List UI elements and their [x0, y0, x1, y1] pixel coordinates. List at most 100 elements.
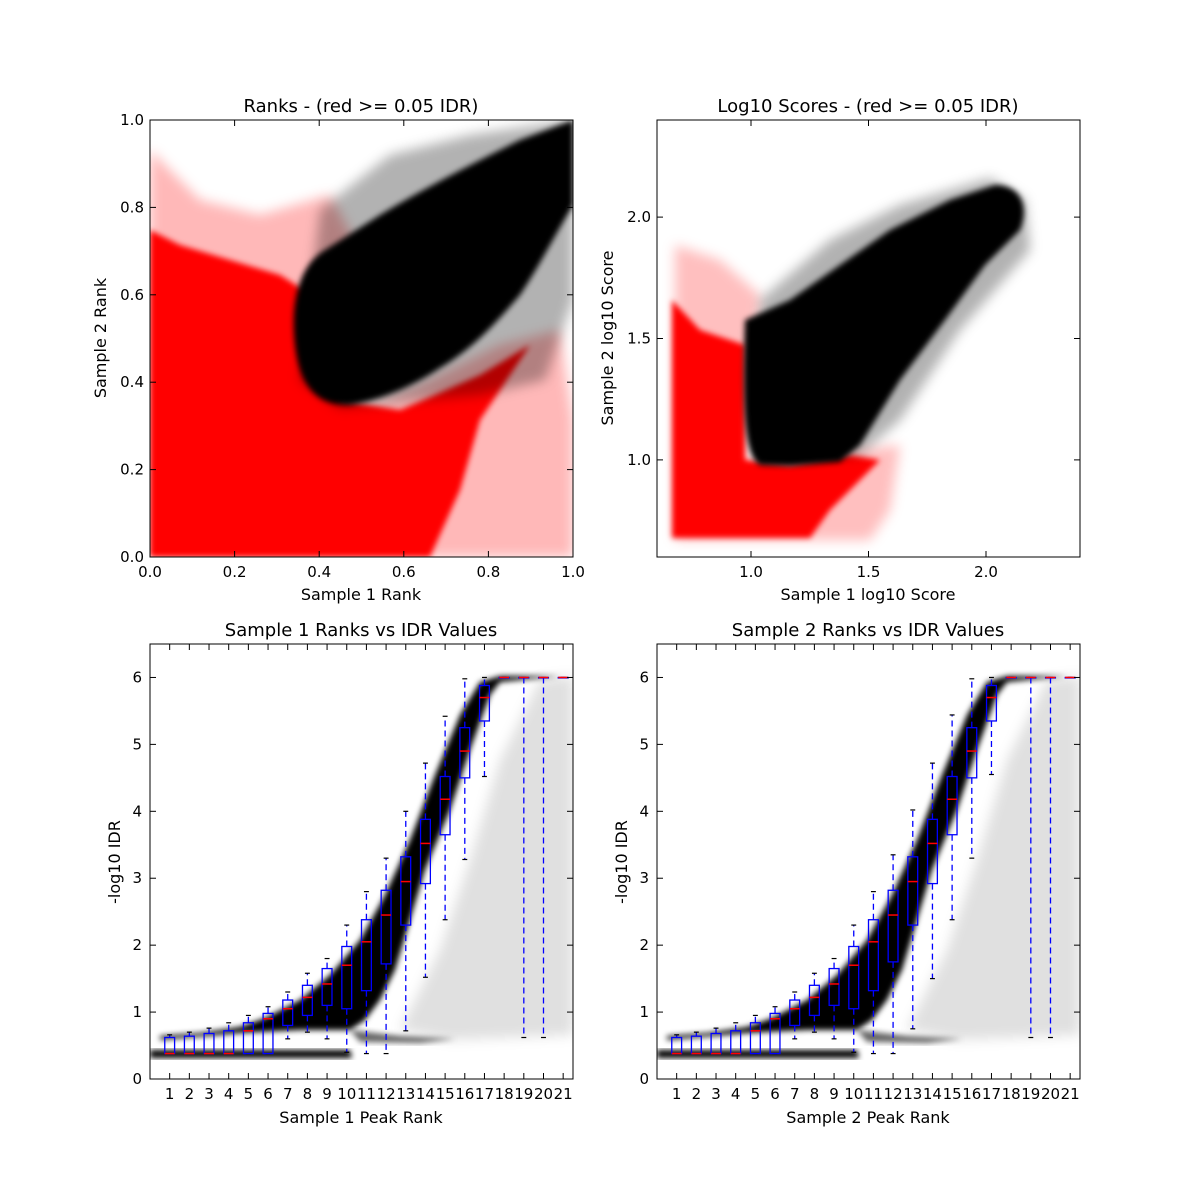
s1-xtick-label: 10	[337, 1085, 356, 1103]
ranks-ytick-label: 0.2	[120, 461, 144, 479]
s1-box-6	[262, 1006, 274, 1055]
s1-xtick-label: 19	[514, 1085, 533, 1103]
s1-ytick-label: 5	[132, 735, 142, 753]
scores-y-label: Sample 2 log10 Score	[598, 251, 617, 426]
s2-xtick-label: 6	[770, 1085, 780, 1103]
s2-ytick-label: 6	[639, 668, 649, 686]
s2-scatter-tail	[857, 1030, 962, 1043]
s2-box-16	[966, 678, 978, 859]
s2-xtick-label: 16	[962, 1085, 981, 1103]
scores-panel: Log10 Scores - (red >= 0.05 IDR) 1.0 1.5 2…	[598, 96, 1081, 604]
s2-box-4	[730, 1022, 742, 1055]
s2-boxplot-title: Sample 2 Ranks vs IDR Values	[732, 620, 1004, 641]
s1-xtick-label: 21	[554, 1085, 573, 1103]
scores-title: Log10 Scores - (red >= 0.05 IDR)	[717, 96, 1018, 117]
s1-scatter-tail	[350, 1030, 455, 1043]
s1-box-body	[380, 889, 392, 965]
s2-ytick-label: 0	[639, 1070, 649, 1088]
ranks-panel: Ranks - (red >= 0.05 IDR) 0.0 0.2 0.4 0.6 0.…	[91, 96, 585, 604]
s1-ytick-label: 0	[132, 1070, 142, 1088]
s1-box-body	[242, 1022, 254, 1055]
s1-box-4	[223, 1022, 235, 1055]
s1-box-12	[380, 857, 392, 1055]
s1-boxplot-panel: Sample 1 Ranks vs IDR Values 1 2 3 4 5 6 7 8 9 10…	[105, 620, 574, 1127]
s1-box-14	[419, 762, 432, 978]
s1-ytick-label: 1	[132, 1003, 142, 1021]
s1-box-body	[262, 1012, 274, 1055]
ranks-point-cloud	[150, 120, 573, 557]
s2-ytick-label: 2	[639, 936, 649, 954]
s2-box-body	[867, 919, 879, 992]
ranks-ytick-label: 0.6	[120, 286, 144, 304]
s2-box-2	[690, 1031, 702, 1055]
s1-xtick-label: 13	[396, 1085, 415, 1103]
scores-xtick-label: 1.5	[857, 563, 881, 581]
s1-box-body	[360, 919, 372, 992]
s2-xtick-label: 5	[751, 1085, 761, 1103]
s2-box-body	[789, 999, 801, 1027]
s1-box-5	[242, 1014, 254, 1055]
s1-scatter-haze	[400, 676, 573, 1040]
s1-box-body	[459, 727, 471, 779]
s2-box-body	[749, 1022, 761, 1055]
s2-xtick-label: 13	[903, 1085, 922, 1103]
ranks-ytick-label: 0.4	[120, 373, 144, 391]
s1-box-3	[203, 1027, 215, 1055]
s1-box-body	[419, 818, 432, 885]
s1-x-axis: 1 2 3 4 5 6 7 8 9 10 11 12 13 14 15 16 17 18 19 20 21	[165, 644, 573, 1103]
s2-box-body	[985, 684, 998, 722]
ranks-xtick-label: 0.8	[476, 563, 500, 581]
s1-xtick-label: 14	[416, 1085, 435, 1103]
s2-xtick-label: 1	[672, 1085, 682, 1103]
s2-boxplot-panel: Sample 2 Ranks vs IDR Values 1 2 3 4 5 6 7 8 9 10…	[612, 620, 1081, 1127]
scores-black-cloud	[743, 178, 1030, 466]
scores-y-axis: 1.0 1.5 2.0	[627, 208, 1080, 469]
s1-box-11	[360, 891, 372, 1055]
scores-red-core	[672, 300, 880, 538]
s2-box-body	[946, 775, 958, 836]
s2-box-18	[1005, 676, 1017, 679]
s2-box-20	[1044, 676, 1057, 1039]
s1-background-scatter	[150, 676, 573, 1058]
scores-x-axis: 1.0 1.5 2.0	[739, 120, 998, 581]
scores-xtick-label: 1.0	[739, 563, 763, 581]
s2-boxes	[671, 676, 1076, 1055]
ranks-black-core	[293, 120, 573, 406]
ranks-black-cloud	[293, 120, 573, 408]
s2-xtick-label: 15	[943, 1085, 962, 1103]
s2-xtick-label: 7	[790, 1085, 800, 1103]
s2-xtick-label: 20	[1041, 1085, 1060, 1103]
s2-box-6	[769, 1006, 781, 1055]
s1-box-body	[341, 945, 353, 1010]
s2-box-14	[926, 762, 939, 980]
s1-xtick-label: 16	[455, 1085, 474, 1103]
s1-xtick-label: 12	[377, 1085, 396, 1103]
s1-box-body	[400, 856, 412, 926]
s1-box-20	[537, 676, 550, 1039]
s2-scatter-haze	[907, 676, 1080, 1040]
s2-box-body	[808, 984, 820, 1017]
s1-box-body	[478, 684, 491, 722]
s1-plot-frame	[149, 643, 574, 1080]
ranks-red-core	[150, 230, 530, 557]
s1-xtick-label: 1	[165, 1085, 175, 1103]
s1-xtick-label: 3	[204, 1085, 214, 1103]
s2-xtick-label: 3	[711, 1085, 721, 1103]
s1-box-body	[439, 775, 451, 836]
s1-box-18	[498, 676, 510, 679]
s2-box-body	[828, 967, 840, 1007]
s2-xtick-label: 11	[864, 1085, 883, 1103]
s2-xtick-label: 12	[884, 1085, 903, 1103]
s1-box-15	[439, 715, 451, 921]
ranks-plot-frame	[149, 119, 574, 558]
s1-xtick-label: 9	[322, 1085, 332, 1103]
scores-point-cloud	[672, 178, 1030, 540]
scores-ytick-label: 2.0	[627, 208, 651, 226]
s2-xtick-label: 10	[844, 1085, 863, 1103]
scores-xtick-label: 2.0	[974, 563, 998, 581]
s2-plot-frame	[656, 643, 1081, 1080]
ranks-title: Ranks - (red >= 0.05 IDR)	[244, 96, 479, 117]
scores-x-label: Sample 1 log10 Score	[781, 585, 956, 604]
s2-box-21	[1064, 676, 1076, 679]
ranks-xtick-label: 0.4	[307, 563, 331, 581]
